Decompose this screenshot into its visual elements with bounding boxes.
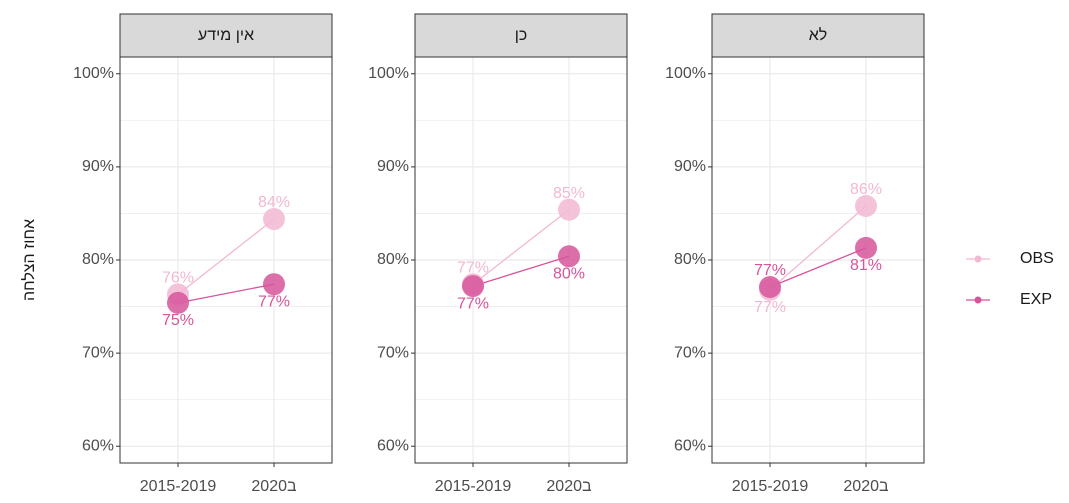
y-tick-label: 60% <box>674 437 706 454</box>
value-label: 75% <box>162 312 194 329</box>
y-tick-label: 100% <box>665 65 706 82</box>
panel-border <box>414 56 628 464</box>
strip <box>119 13 333 58</box>
value-label: 86% <box>850 181 882 198</box>
x-tick-label: ב2020 <box>251 478 297 495</box>
strip <box>711 13 925 58</box>
point <box>263 208 285 231</box>
y-tick-label: 80% <box>674 251 706 268</box>
facet-title: לא <box>809 26 828 44</box>
point <box>855 194 877 217</box>
value-label: 77% <box>457 295 489 312</box>
y-tick-label: 70% <box>674 344 706 361</box>
y-tick-label: 60% <box>377 437 409 454</box>
x-tick-label: 2015-2019 <box>732 478 809 495</box>
facet-title: כן <box>515 27 528 44</box>
point <box>855 236 877 259</box>
series-line <box>769 247 867 288</box>
value-label: 77% <box>754 262 786 279</box>
value-label: 76% <box>162 270 194 287</box>
value-label: 77% <box>457 259 489 276</box>
y-tick-label: 90% <box>674 158 706 175</box>
y-tick-label: 70% <box>377 344 409 361</box>
point <box>558 198 580 221</box>
y-tick-label: 100% <box>368 65 409 82</box>
y-tick-label: 90% <box>377 158 409 175</box>
series-line <box>177 283 275 304</box>
y-axis-label: אחוז הצלחה <box>20 219 38 301</box>
value-label: 84% <box>258 194 290 211</box>
y-tick-label: 100% <box>73 65 114 82</box>
legend-label: OBS <box>1020 250 1054 267</box>
series-line <box>769 205 867 291</box>
point <box>759 276 781 299</box>
legend-point <box>974 255 982 263</box>
y-tick-label: 80% <box>377 251 409 268</box>
series-line <box>177 218 275 295</box>
point <box>462 275 484 298</box>
panel-border <box>711 56 925 464</box>
facet-title: אין מידע <box>198 27 254 44</box>
point <box>558 245 580 268</box>
value-label: 77% <box>754 299 786 316</box>
value-label: 81% <box>850 257 882 274</box>
value-label: 85% <box>553 185 585 202</box>
legend-point <box>974 296 982 304</box>
strip <box>414 13 628 58</box>
y-tick-label: 80% <box>82 251 114 268</box>
x-tick-label: 2015-2019 <box>435 478 512 495</box>
panel-border <box>119 56 333 464</box>
series-line <box>472 209 570 285</box>
x-tick-label: 2015-2019 <box>140 478 217 495</box>
y-tick-label: 70% <box>82 344 114 361</box>
value-label: 77% <box>258 293 290 310</box>
point <box>167 291 189 314</box>
value-label: 80% <box>553 265 585 282</box>
point <box>263 273 285 296</box>
y-tick-label: 90% <box>82 158 114 175</box>
legend-label: EXP <box>1020 291 1052 308</box>
x-tick-label: ב2020 <box>546 478 592 495</box>
x-tick-label: ב2020 <box>843 478 889 495</box>
series-line <box>472 255 570 287</box>
y-tick-label: 60% <box>82 437 114 454</box>
